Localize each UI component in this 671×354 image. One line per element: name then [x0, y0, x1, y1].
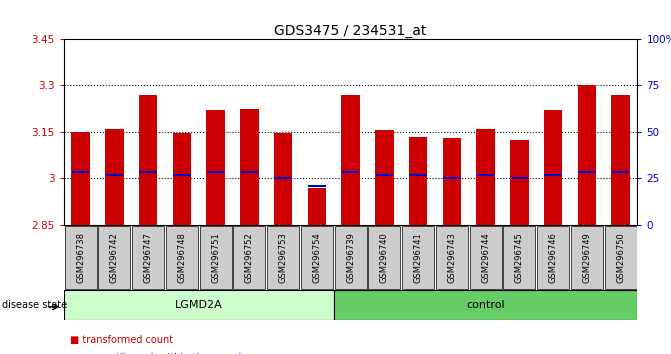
Text: GSM296754: GSM296754 — [312, 232, 321, 283]
Bar — [105, 129, 123, 225]
Bar — [105, 174, 123, 176]
Bar — [234, 226, 266, 289]
Bar — [308, 185, 325, 187]
Bar — [409, 137, 427, 225]
Bar — [511, 177, 528, 179]
Text: GSM296745: GSM296745 — [515, 232, 524, 283]
Bar — [333, 290, 637, 320]
Bar — [342, 171, 360, 173]
Bar — [578, 85, 596, 225]
Text: GSM296746: GSM296746 — [549, 232, 558, 283]
Text: GSM296741: GSM296741 — [413, 232, 423, 283]
Text: ■ transformed count: ■ transformed count — [70, 335, 174, 345]
Bar — [199, 226, 231, 289]
Bar — [166, 226, 198, 289]
Text: GSM296753: GSM296753 — [278, 232, 288, 283]
Bar — [64, 226, 97, 289]
Bar — [435, 226, 468, 289]
Text: control: control — [466, 300, 505, 310]
Title: GDS3475 / 234531_at: GDS3475 / 234531_at — [274, 24, 427, 38]
Text: GSM296740: GSM296740 — [380, 232, 389, 283]
Bar — [274, 133, 293, 225]
Bar — [443, 138, 461, 225]
Bar — [132, 226, 164, 289]
Bar — [207, 171, 224, 173]
Text: GSM296744: GSM296744 — [481, 232, 490, 283]
Bar — [375, 130, 394, 225]
Text: LGMD2A: LGMD2A — [175, 300, 223, 310]
Bar — [477, 174, 495, 176]
Bar — [476, 129, 495, 225]
Text: GSM296750: GSM296750 — [616, 232, 625, 283]
Bar — [99, 226, 130, 289]
Text: ■ percentile rank within the sample: ■ percentile rank within the sample — [70, 353, 248, 354]
Bar — [342, 95, 360, 225]
Text: GSM296747: GSM296747 — [144, 232, 152, 283]
Bar — [267, 226, 299, 289]
Bar — [240, 109, 258, 225]
Bar — [571, 226, 603, 289]
Bar — [335, 226, 366, 289]
Bar — [605, 226, 637, 289]
Bar — [139, 95, 158, 225]
Text: GSM296748: GSM296748 — [177, 232, 187, 283]
Bar — [274, 177, 292, 179]
Text: GSM296739: GSM296739 — [346, 232, 355, 283]
Bar — [376, 174, 393, 176]
Bar — [72, 171, 89, 173]
Text: GSM296743: GSM296743 — [448, 232, 456, 283]
Bar — [64, 290, 333, 320]
Bar — [537, 226, 569, 289]
Bar — [612, 171, 629, 173]
Bar — [443, 177, 461, 179]
Bar — [240, 171, 258, 173]
Text: GSM296749: GSM296749 — [582, 232, 591, 283]
Bar — [307, 188, 326, 225]
Bar — [301, 226, 333, 289]
Text: GSM296742: GSM296742 — [110, 232, 119, 283]
Bar — [206, 110, 225, 225]
Bar — [611, 95, 630, 225]
Bar — [402, 226, 434, 289]
Bar — [503, 226, 535, 289]
Bar — [71, 132, 90, 225]
Bar — [409, 174, 427, 176]
Bar — [368, 226, 401, 289]
Bar — [578, 171, 596, 173]
Bar — [173, 174, 191, 176]
Text: GSM296751: GSM296751 — [211, 232, 220, 283]
Bar — [140, 171, 157, 173]
Bar — [544, 174, 562, 176]
Text: GSM296738: GSM296738 — [76, 232, 85, 283]
Bar — [172, 133, 191, 225]
Bar — [470, 226, 502, 289]
Text: GSM296752: GSM296752 — [245, 232, 254, 283]
Bar — [544, 110, 562, 225]
Bar — [510, 139, 529, 225]
Text: disease state: disease state — [2, 300, 67, 310]
